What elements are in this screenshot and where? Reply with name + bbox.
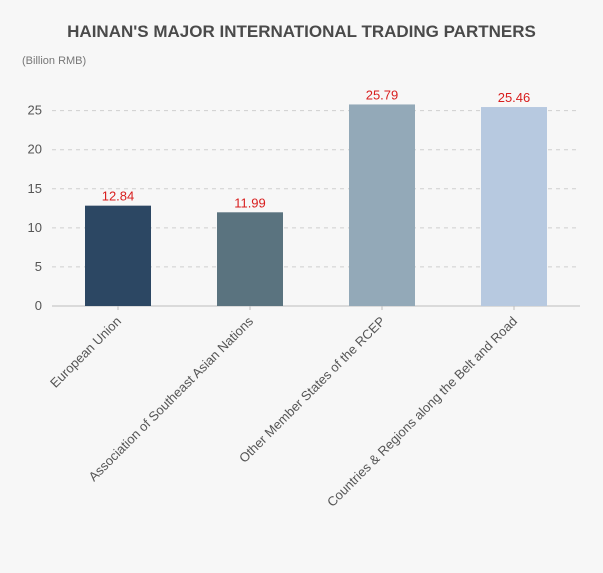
y-tick-label: 25	[28, 103, 42, 118]
chart-title: HAINAN'S MAJOR INTERNATIONAL TRADING PAR…	[67, 22, 536, 41]
bar	[349, 104, 415, 306]
y-tick-label: 5	[35, 259, 42, 274]
data-label: 11.99	[234, 195, 266, 210]
y-tick-label: 0	[35, 298, 42, 313]
data-label: 12.84	[102, 189, 135, 204]
x-category-label: European Union	[47, 314, 124, 391]
data-label: 25.79	[366, 87, 399, 102]
bar	[217, 212, 283, 306]
y-tick-label: 15	[28, 181, 42, 196]
data-label: 25.46	[498, 90, 531, 105]
y-tick-label: 10	[28, 220, 42, 235]
bar	[481, 107, 547, 306]
x-category-label: Association of Southeast Asian Nations	[86, 313, 257, 484]
y-tick-label: 20	[28, 142, 42, 157]
unit-label: (Billion RMB)	[22, 55, 87, 67]
x-category-label: Other Member States of the RCEP	[236, 314, 388, 466]
bar	[85, 205, 151, 306]
